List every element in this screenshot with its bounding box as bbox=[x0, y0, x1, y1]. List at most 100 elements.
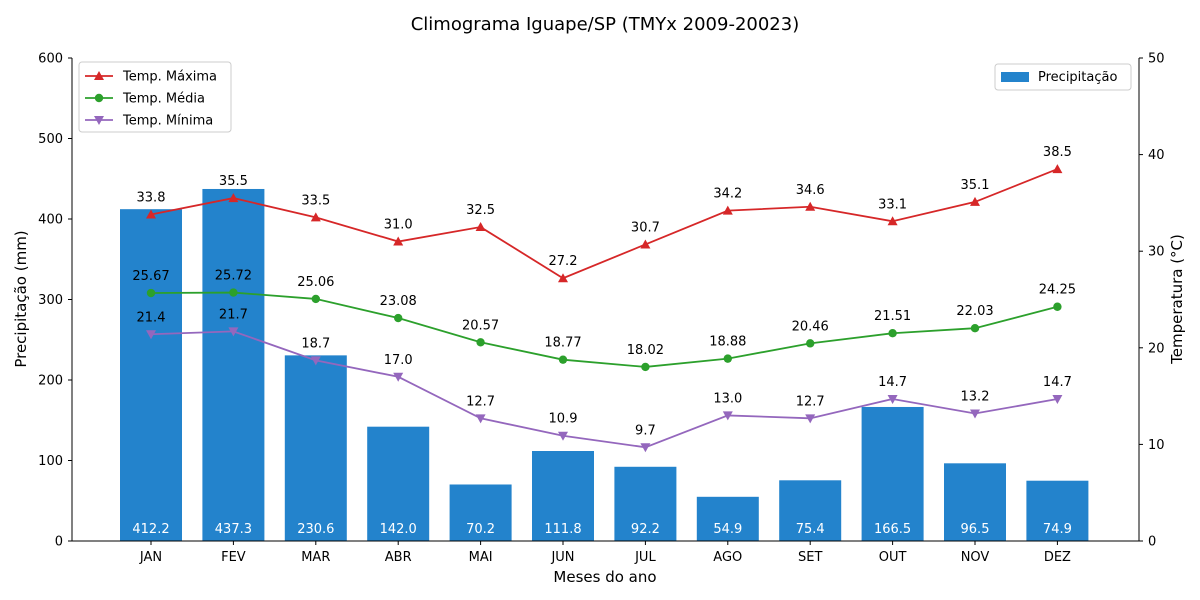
precip-bar-label: 437.3 bbox=[215, 522, 252, 537]
temp-data-label: 17.0 bbox=[384, 353, 413, 368]
temp-data-label: 12.7 bbox=[796, 394, 825, 409]
temp-data-label: 13.0 bbox=[713, 391, 742, 406]
precip-bar-out bbox=[861, 406, 924, 541]
temp-marker bbox=[1052, 164, 1063, 174]
temp-marker bbox=[888, 329, 897, 338]
y-axis-right-label: Temperatura (°C) bbox=[1168, 234, 1186, 365]
temp-marker bbox=[229, 288, 238, 297]
temp-data-label: 35.5 bbox=[219, 174, 248, 189]
precip-bar-label: 70.2 bbox=[466, 522, 495, 537]
precip-bar-mar bbox=[284, 355, 347, 541]
precip-bar-label: 142.0 bbox=[380, 522, 417, 537]
legend-box bbox=[994, 63, 1132, 91]
precipitation-bars: 412.2 437.3 230.6 142.0 70.2 111.8 92.2 54.9 75.… bbox=[120, 188, 1089, 541]
temp-marker bbox=[806, 339, 815, 348]
temp-data-label: 23.08 bbox=[380, 294, 417, 309]
precip-bar-jun bbox=[532, 451, 594, 541]
temp-marker bbox=[146, 330, 156, 340]
temp-data-label: 14.7 bbox=[878, 375, 907, 390]
temp-marker bbox=[393, 372, 404, 382]
precip-bar-label: 230.6 bbox=[297, 522, 334, 537]
temp-marker bbox=[641, 362, 650, 372]
temp-marker bbox=[970, 409, 980, 419]
precip-bar-ago bbox=[696, 496, 759, 541]
precip-bar-label: 166.5 bbox=[874, 522, 911, 537]
temp-marker bbox=[476, 338, 485, 347]
temperature-lines: 33.8 35.5 33.5 31.0 32.5 27.2 30.7 34.2 34.6 33.1… bbox=[132, 145, 1076, 453]
temp-data-label: 33.5 bbox=[301, 193, 330, 208]
temp-marker bbox=[558, 355, 568, 364]
x-tick-label: FEV bbox=[221, 550, 246, 565]
temp-marker bbox=[970, 196, 980, 206]
chart-title: Climograma Iguape/SP (TMYx 2009-20023) bbox=[411, 14, 800, 35]
x-tick-label: MAR bbox=[301, 550, 330, 565]
temp-data-label: 35.1 bbox=[961, 178, 990, 193]
temp-marker bbox=[393, 236, 404, 246]
precip-bar-label: 92.2 bbox=[631, 522, 660, 537]
temp-data-label: 18.77 bbox=[544, 336, 581, 351]
temp-data-label: 14.7 bbox=[1043, 375, 1072, 390]
y-right-tick-label: 30 bbox=[1148, 245, 1165, 260]
legend-marker bbox=[94, 71, 104, 80]
legend-marker bbox=[94, 93, 104, 103]
y-right-tick-label: 40 bbox=[1148, 148, 1165, 163]
temp-line-0 bbox=[150, 168, 1058, 280]
temp-marker bbox=[722, 411, 733, 421]
x-tick-label: ABR bbox=[385, 550, 412, 565]
precip-bar-label: 111.8 bbox=[544, 522, 581, 537]
temp-data-label: 9.7 bbox=[635, 423, 656, 438]
temp-data-label: 21.51 bbox=[874, 309, 911, 324]
y-right-tick-label: 20 bbox=[1148, 341, 1165, 356]
y-left-tick-label: 200 bbox=[38, 374, 63, 389]
y-left-tick-label: 0 bbox=[55, 535, 63, 550]
x-tick-label: JAN bbox=[139, 550, 162, 565]
axes: 0 100 200 300 400 500 600 0 10 20 30 40 50 JAN FEV MAR A… bbox=[38, 52, 1164, 566]
temp-line-1 bbox=[150, 291, 1058, 368]
temp-marker bbox=[722, 205, 733, 215]
temp-data-label: 33.8 bbox=[137, 190, 166, 205]
temp-data-label: 21.4 bbox=[137, 310, 166, 325]
temp-data-label: 13.2 bbox=[961, 389, 990, 404]
legend-bar-swatch bbox=[1001, 72, 1029, 82]
legend-marker bbox=[94, 116, 104, 125]
legend-temperature: Temp. Máxima Temp. Média Temp. Mínima bbox=[78, 61, 232, 133]
temp-data-label: 27.2 bbox=[549, 254, 578, 269]
temp-marker bbox=[640, 443, 651, 453]
temp-marker bbox=[310, 212, 321, 222]
precip-bar-fev bbox=[202, 188, 265, 541]
y-left-tick-label: 300 bbox=[38, 293, 63, 308]
x-tick-label: SET bbox=[798, 550, 822, 565]
temp-data-label: 38.5 bbox=[1043, 145, 1072, 160]
temp-marker bbox=[640, 239, 651, 249]
x-tick-label: OUT bbox=[879, 550, 907, 565]
legend-entry-label: Temp. Máxima bbox=[122, 70, 217, 85]
x-tick-label: DEZ bbox=[1044, 550, 1071, 565]
y-axis-left-label: Precipitação (mm) bbox=[12, 230, 30, 367]
temp-data-label: 34.2 bbox=[713, 187, 742, 202]
temp-data-label: 22.03 bbox=[956, 304, 993, 319]
temp-marker bbox=[558, 273, 568, 283]
x-tick-label: AGO bbox=[713, 550, 742, 565]
precip-bar-jul bbox=[614, 466, 677, 541]
temp-data-label: 25.67 bbox=[132, 269, 169, 284]
temp-data-label: 18.88 bbox=[709, 335, 746, 350]
temp-data-label: 25.06 bbox=[297, 275, 334, 290]
legend-precipitation: Precipitação bbox=[994, 63, 1132, 91]
temp-marker bbox=[887, 216, 898, 226]
temp-marker bbox=[310, 356, 321, 366]
x-tick-label: JUN bbox=[550, 550, 574, 565]
y-left-tick-label: 600 bbox=[38, 52, 63, 67]
temp-marker bbox=[228, 327, 239, 337]
temp-marker bbox=[146, 288, 156, 298]
temp-marker bbox=[558, 431, 568, 441]
precip-bar-label: 74.9 bbox=[1043, 522, 1072, 537]
precip-bar-label: 75.4 bbox=[796, 522, 825, 537]
y-left-tick-label: 400 bbox=[38, 213, 63, 228]
temp-data-label: 31.0 bbox=[384, 218, 413, 233]
precip-bar-label: 96.5 bbox=[961, 522, 990, 537]
legend-entry-label: Precipitação bbox=[1038, 70, 1117, 85]
temp-data-label: 12.7 bbox=[466, 394, 495, 409]
temp-data-label: 21.7 bbox=[219, 307, 248, 322]
temp-marker bbox=[475, 222, 486, 232]
temp-marker bbox=[887, 394, 898, 404]
